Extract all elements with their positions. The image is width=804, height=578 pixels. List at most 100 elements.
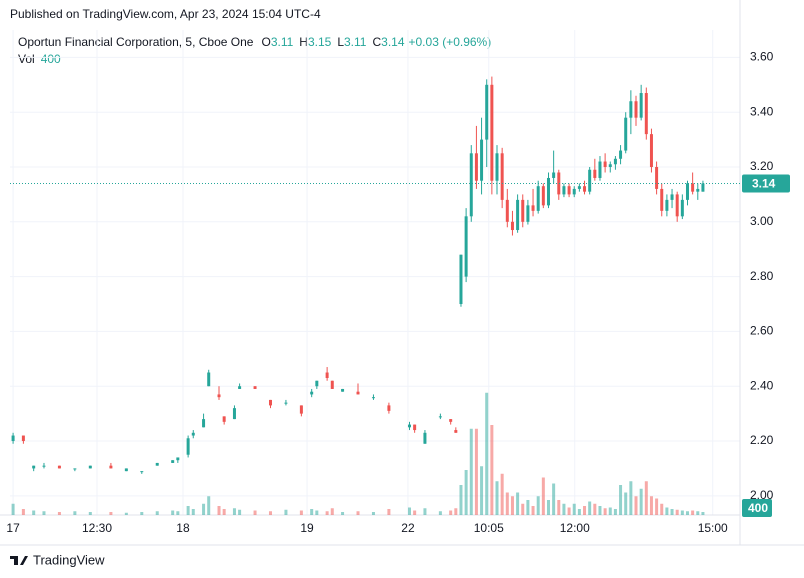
- candle-body: [341, 388, 345, 392]
- volume-bar: [42, 511, 46, 515]
- volume-bar: [639, 488, 643, 515]
- volume-bar: [310, 509, 314, 515]
- price-label: 3.14: [752, 177, 776, 191]
- candle-body: [299, 405, 303, 414]
- candle-body: [217, 394, 221, 398]
- candle-body: [459, 254, 463, 305]
- volume-bar: [176, 511, 180, 515]
- volume-bar: [583, 506, 587, 515]
- volume-bar: [557, 500, 561, 515]
- candle-body: [526, 205, 530, 222]
- symbol: Oportun Financial Corporation, 5, Cboe O…: [18, 35, 254, 49]
- brand: TradingView: [33, 552, 105, 567]
- volume-bar: [510, 496, 514, 515]
- x-tick-label: 19: [300, 521, 314, 535]
- vol-label: Vol: [18, 52, 35, 66]
- volume-bar: [57, 512, 61, 515]
- volume-bar: [505, 492, 509, 515]
- candle-body: [634, 101, 638, 118]
- candle-body: [608, 164, 612, 168]
- candle-body: [588, 169, 592, 192]
- volume-bar: [613, 509, 617, 515]
- volume-bar: [495, 481, 499, 515]
- candle-body: [495, 153, 499, 181]
- y-tick-label: 3.40: [750, 104, 774, 118]
- volume-bar: [330, 508, 334, 515]
- candle-body: [598, 161, 602, 178]
- candle-body: [438, 416, 442, 418]
- candle-body: [665, 199, 669, 211]
- volume-bar: [619, 485, 623, 515]
- x-tick-label: 15:00: [698, 521, 728, 535]
- candle-body: [500, 153, 504, 200]
- candle-body: [21, 435, 25, 442]
- candle-body: [42, 465, 46, 467]
- volume-bar: [696, 511, 700, 515]
- volume-bar: [464, 470, 468, 515]
- volume-bar: [598, 506, 602, 515]
- volume-bar: [531, 506, 535, 515]
- volume-bar: [624, 492, 628, 515]
- volume-bar: [521, 503, 525, 515]
- volume-bar: [608, 507, 612, 515]
- candle-body: [696, 188, 700, 192]
- candle-body: [155, 462, 159, 466]
- candle-body: [521, 199, 525, 222]
- volume-bar: [685, 511, 689, 515]
- volume-bar: [88, 512, 92, 515]
- x-tick-label: 18: [176, 521, 190, 535]
- volume-bar: [11, 503, 15, 515]
- volume-bar: [73, 511, 77, 515]
- volume-bar: [191, 509, 195, 515]
- candle-body: [629, 101, 633, 118]
- volume-bar: [572, 503, 576, 515]
- volume-bar: [202, 503, 206, 515]
- low-value: 3.11: [344, 35, 367, 49]
- volume-bar: [356, 511, 360, 515]
- candle-body: [186, 438, 190, 455]
- candle-body: [593, 169, 597, 178]
- y-tick-label: 3.00: [750, 214, 774, 228]
- candle-body: [485, 84, 489, 140]
- candle-body: [670, 194, 674, 200]
- volume-bar: [21, 509, 25, 515]
- volume-bar: [552, 483, 556, 515]
- volume-bar: [207, 496, 211, 515]
- volume-bar: [526, 500, 530, 515]
- volume-bar: [634, 496, 638, 515]
- candle-body: [330, 380, 334, 389]
- volume-bar: [665, 507, 669, 515]
- volume-bar: [238, 509, 242, 515]
- candle-body: [171, 460, 175, 463]
- candle-body: [572, 188, 576, 195]
- o-label: O: [261, 35, 270, 49]
- volume-bar: [541, 477, 545, 515]
- candle-body: [675, 194, 679, 217]
- volume-bar: [171, 510, 175, 515]
- volume-bar: [701, 512, 705, 515]
- volume-bar: [485, 392, 489, 515]
- logo: TradingView: [10, 552, 105, 567]
- volume-bar: [222, 509, 226, 515]
- volume-bar: [500, 473, 504, 515]
- volume-bar: [438, 511, 442, 515]
- candle-body: [562, 186, 566, 195]
- candle-body: [691, 183, 695, 192]
- candle-body: [423, 432, 427, 444]
- candle-body: [680, 199, 684, 217]
- volume-bar: [232, 508, 236, 515]
- x-tick-label: 22: [401, 521, 415, 535]
- candle-body: [541, 186, 545, 206]
- volume-bar: [186, 506, 190, 515]
- candle-body: [407, 424, 411, 428]
- candle-body: [490, 84, 494, 181]
- candle-body: [57, 465, 61, 469]
- candle-body: [624, 117, 628, 151]
- change: +0.03 (+0.96%): [409, 35, 492, 49]
- volume-label-box: [742, 499, 772, 517]
- volume-bar: [155, 511, 159, 515]
- volume-bar: [603, 508, 607, 515]
- candle-body: [232, 408, 236, 420]
- candle-body: [140, 471, 144, 473]
